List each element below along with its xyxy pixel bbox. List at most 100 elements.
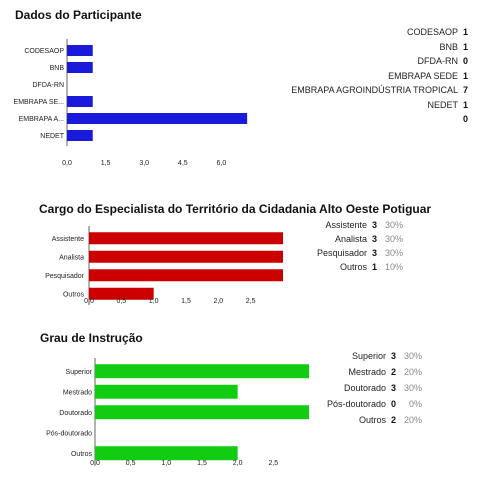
category-label: Mestrado [63, 389, 92, 396]
legend-count: 1 [462, 99, 468, 110]
x-tick-label: 6,0 [217, 160, 227, 167]
bar-1 [89, 232, 283, 245]
bar-1 [95, 364, 309, 379]
chart-2-legend: Assistente 3 30% Analista 3 30% Pesquisador 3 30… [317, 218, 403, 274]
legend-count: 1 [372, 262, 378, 272]
bar-5 [67, 113, 248, 124]
category-label: Doutorado [59, 410, 92, 417]
category-label: EMBRAPA SE... [14, 99, 64, 106]
x-tick-label: 2,5 [268, 460, 278, 467]
legend-row: Pós-doutorado 0 0% [327, 396, 422, 412]
x-tick-label: 1,0 [149, 298, 159, 305]
legend-count: 0 [462, 114, 468, 124]
legend-count: 0 [391, 399, 397, 409]
x-tick-label: 0,0 [84, 298, 94, 305]
legend-label: Pós-doutorado [327, 399, 387, 409]
legend-percent: 20% [404, 367, 423, 377]
legend-row: Doutorado 3 30% [327, 380, 422, 396]
legend-label: NEDET [427, 99, 458, 110]
chart-3-title: Grau de Instrução [40, 331, 143, 345]
legend-label: EMBRAPA AGROINDÚSTRIA TROPICAL [291, 85, 458, 95]
bar-2 [95, 384, 238, 399]
category-label: CODESAOP [24, 48, 64, 55]
legend-percent: 30% [404, 351, 423, 361]
bar-3 [89, 269, 283, 282]
legend-count: 3 [372, 234, 378, 244]
legend-count: 1 [462, 70, 468, 81]
legend-row: EMBRAPA AGROINDÚSTRIA TROPICAL 7 [291, 83, 468, 98]
chart-2-title: Cargo do Especialista do Território da C… [39, 202, 432, 216]
legend-count: 3 [391, 351, 397, 361]
category-label: EMBRAPA A... [19, 116, 64, 123]
legend-row: Assistente 3 30% [317, 218, 404, 232]
x-tick-label: 0,0 [62, 160, 72, 167]
category-label: Superior [66, 369, 93, 376]
chart-1-participants: CODESAOP BNB DFDA-RN EMBRAPA SE... EMBRAPA A… [14, 39, 248, 167]
legend-count: 1 [462, 41, 468, 52]
category-label: Outros [71, 451, 93, 458]
legend-row: CODESAOP 1 [291, 25, 468, 40]
legend-row: Mestrado 2 20% [327, 364, 423, 380]
legend-label: DFDA-RN [417, 56, 459, 66]
bar-4 [89, 287, 154, 300]
legend-percent: 30% [385, 220, 404, 230]
legend-row: DFDA-RN 0 [291, 54, 469, 69]
legend-label: Mestrado [348, 367, 387, 377]
legend-count: 1 [462, 27, 468, 37]
bar-6 [67, 130, 93, 141]
bar-4 [67, 96, 93, 107]
x-tick-label: 2,5 [246, 298, 256, 305]
x-tick-label: 1,0 [161, 460, 171, 467]
chart-1-title: Dados do Participante [15, 8, 142, 22]
legend-label: BNB [439, 41, 458, 52]
category-label: Pós-doutorado [46, 430, 92, 437]
legend-percent: 0% [409, 399, 423, 409]
category-label: Analista [59, 254, 84, 261]
x-tick-label: 0,0 [90, 460, 100, 467]
legend-label: Outros [359, 415, 387, 425]
legend-label: Assistente [325, 220, 368, 230]
legend-row: EMBRAPA SEDE 1 [291, 69, 468, 84]
legend-count: 0 [462, 56, 468, 66]
legend-label: Superior [352, 351, 387, 361]
x-tick-label: 1,5 [197, 460, 207, 467]
category-label: NEDET [40, 133, 64, 140]
x-tick-label: 2,0 [213, 298, 223, 305]
category-label: DFDA-RN [33, 82, 65, 89]
x-tick-label: 0,5 [116, 298, 126, 305]
legend-percent: 20% [404, 415, 423, 425]
legend-label: EMBRAPA SEDE [388, 70, 458, 81]
legend-count: 3 [372, 220, 378, 230]
legend-count: 2 [391, 415, 397, 425]
legend-row: Analista 3 30% [317, 232, 403, 246]
chart-1-legend: CODESAOP 1 BNB 1 DFDA-RN 0 EMBRAPA SEDE 1 EMBRAP… [291, 25, 468, 127]
legend-row: Superior 3 30% [327, 348, 422, 364]
legend-row: BNB 1 [291, 40, 468, 55]
legend-label: Outros [340, 262, 368, 272]
legend-percent: 30% [385, 248, 404, 258]
category-label: Outros [63, 291, 85, 298]
bar-2 [67, 62, 93, 73]
chart-3-education: Superior Mestrado Doutorado Pós-doutorado Ou… [46, 358, 309, 467]
legend-label: Analista [335, 234, 368, 244]
x-tick-label: 2,0 [233, 460, 243, 467]
x-tick-label: 3,0 [139, 160, 149, 167]
legend-percent: 10% [385, 262, 404, 272]
bar-2 [89, 250, 283, 263]
legend-row: Outros 2 20% [327, 412, 422, 428]
x-tick-label: 4,5 [178, 160, 188, 167]
category-label: Pesquisador [45, 273, 85, 280]
legend-row: Pesquisador 3 30% [317, 246, 403, 260]
legend-count: 2 [391, 367, 397, 377]
bar-5 [95, 446, 238, 461]
category-label: Assistente [52, 236, 84, 243]
x-tick-label: 1,5 [101, 160, 111, 167]
legend-count: 3 [372, 248, 378, 258]
chart-3-legend: Superior 3 30% Mestrado 2 20% Doutorado 3 30% Pós… [327, 348, 422, 428]
category-label: BNB [50, 65, 65, 72]
legend-count: 7 [462, 85, 468, 95]
x-tick-label: 1,5 [181, 298, 191, 305]
legend-label: Doutorado [344, 383, 387, 393]
bar-1 [67, 45, 93, 56]
